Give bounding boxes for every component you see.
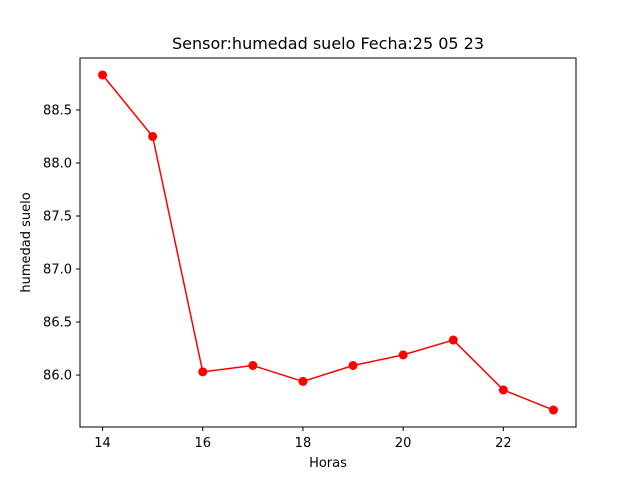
- y-axis-ticks: 86.0 86.5 87.0 87.5 88.0 88.5: [43, 103, 80, 384]
- data-point: [348, 361, 358, 370]
- y-tick-label: 88.0: [43, 156, 72, 171]
- series-layer: [98, 70, 558, 415]
- x-tick-label: 18: [295, 436, 312, 451]
- data-point: [398, 350, 408, 360]
- x-axis-label: Horas: [309, 456, 347, 471]
- plot-frame: [79, 57, 577, 428]
- data-point: [498, 385, 508, 395]
- y-tick-label: 86.5: [43, 316, 72, 331]
- y-tick-label: 87.5: [43, 209, 72, 224]
- x-axis-ticks: 14 16 18 20 22: [94, 427, 512, 451]
- y-tick-label: 86.0: [43, 369, 72, 384]
- x-tick-label: 16: [194, 436, 211, 451]
- data-point: [298, 376, 308, 386]
- chart-title: Sensor:humedad suelo Fecha:25 05 23: [172, 34, 484, 53]
- y-axis-label: humedad suelo: [19, 192, 34, 292]
- y-tick-label: 88.5: [43, 103, 72, 118]
- data-point: [248, 361, 258, 370]
- data-point: [198, 367, 208, 377]
- x-tick-label: 22: [495, 436, 512, 451]
- series-line: [101, 74, 554, 411]
- y-tick-label: 87.0: [43, 263, 72, 278]
- data-point: [548, 405, 558, 415]
- data-point: [448, 335, 458, 345]
- data-point: [148, 131, 158, 141]
- x-tick-label: 14: [94, 436, 111, 451]
- x-tick-label: 20: [395, 436, 412, 451]
- data-point: [98, 70, 108, 80]
